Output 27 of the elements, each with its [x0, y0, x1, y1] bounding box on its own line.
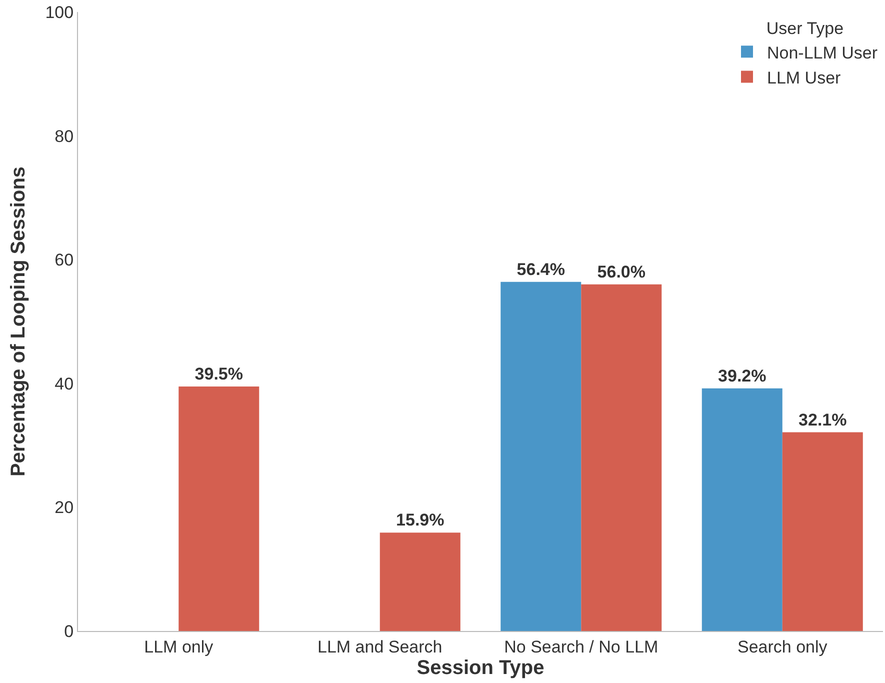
- y-tick-label: 0: [64, 622, 74, 641]
- data-label: 56.4%: [516, 260, 565, 279]
- x-tick-label: LLM and Search: [318, 637, 442, 656]
- y-tick-label: 80: [54, 126, 74, 146]
- data-label: 56.0%: [597, 262, 646, 282]
- bar: [500, 282, 582, 631]
- bar: [178, 386, 260, 631]
- y-tick-label: 20: [54, 498, 74, 518]
- x-axis-title: Session Type: [416, 656, 544, 679]
- bar: [380, 532, 460, 631]
- bar: [702, 388, 782, 631]
- x-tick-label: Search only: [737, 637, 828, 656]
- data-label: 39.2%: [718, 366, 766, 386]
- data-label: 39.5%: [194, 364, 243, 384]
- legend-label: LLM User: [767, 68, 842, 88]
- data-label: 15.9%: [396, 510, 444, 530]
- legend-label: Non-LLM User: [767, 43, 878, 62]
- bar: [581, 284, 662, 631]
- data-label: 32.1%: [798, 410, 847, 430]
- y-tick-label: 60: [54, 250, 74, 270]
- legend-title: User Type: [766, 19, 844, 38]
- bar: [782, 432, 863, 631]
- y-axis-title: Percentage of Looping Sessions: [8, 166, 30, 477]
- x-tick-label: No Search / No LLM: [504, 637, 658, 656]
- y-tick-label: 100: [45, 2, 74, 22]
- y-tick-label: 40: [54, 374, 74, 394]
- x-tick-label: LLM only: [144, 637, 214, 656]
